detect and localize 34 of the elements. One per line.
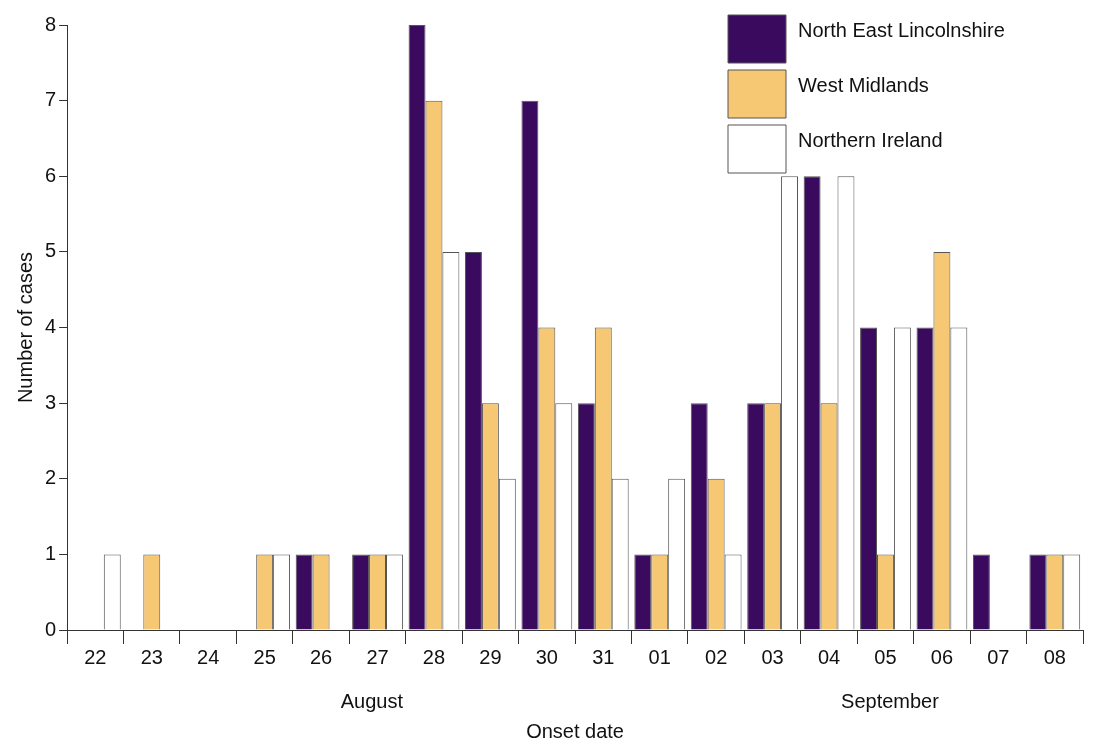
x-tick-label: 05 bbox=[874, 645, 897, 668]
x-tick-label: 02 bbox=[705, 645, 728, 668]
x-tick-label: 22 bbox=[84, 645, 107, 668]
legend-label: West Midlands bbox=[798, 73, 929, 96]
y-axis-title: Number of cases bbox=[13, 251, 36, 404]
x-tick-label: 31 bbox=[592, 645, 615, 668]
x-tick-label: 24 bbox=[197, 645, 220, 668]
y-tick-label: 4 bbox=[45, 315, 57, 338]
y-tick-label: 6 bbox=[45, 163, 57, 186]
x-tick-label: 01 bbox=[648, 645, 671, 668]
legend-label: North East Lincolnshire bbox=[798, 18, 1005, 41]
x-tick-label: 29 bbox=[479, 645, 502, 668]
y-tick-label: 1 bbox=[45, 541, 57, 564]
x-tick-label: 07 bbox=[987, 645, 1010, 668]
x-tick-label: 30 bbox=[535, 645, 558, 668]
series-label: Northern Ireland bbox=[798, 128, 943, 151]
x-tick-label: 28 bbox=[422, 645, 446, 668]
x-tick-label: 25 bbox=[253, 645, 276, 668]
x-tick-label: 06 bbox=[930, 645, 954, 668]
x-tick-label: 23 bbox=[140, 645, 163, 668]
x-tick-label: 08 bbox=[1043, 645, 1066, 668]
text: August bbox=[340, 689, 404, 712]
y-tick-label: 2 bbox=[45, 466, 57, 489]
y-tick-label: 0 bbox=[45, 617, 57, 640]
y-tick-label: 3 bbox=[45, 390, 57, 413]
y-tick-label: 5 bbox=[45, 239, 57, 262]
x-tick-label: 03 bbox=[761, 645, 784, 668]
x-tick-label: 27 bbox=[366, 645, 389, 668]
text: September bbox=[841, 689, 940, 712]
x-axis-title: Onset date bbox=[526, 719, 624, 742]
x-tick-label: 26 bbox=[309, 645, 333, 668]
y-tick-label: 8 bbox=[45, 12, 57, 35]
y-tick-label: 7 bbox=[45, 88, 57, 111]
x-tick-label: 04 bbox=[817, 645, 841, 668]
